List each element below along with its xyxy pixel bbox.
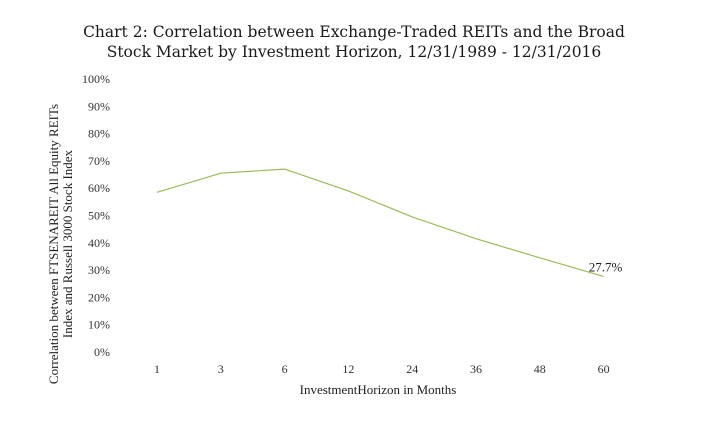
chart-title: Chart 2: Correlation between Exchange-Tr… [0,22,708,62]
y-axis-ticks: 0% 10% 20% 30% 40% 50% 60% 70% 80% 90% 100% [82,72,110,359]
x-tick-label: 36 [470,362,482,376]
x-tick-label: 60 [598,362,610,376]
y-tick-label: 90% [88,99,110,113]
x-tick-label: 3 [218,362,224,376]
x-axis-ticks: 1 3 6 12 24 36 48 60 [154,362,610,376]
chart-title-line2: Stock Market by Investment Horizon, 12/3… [106,43,602,61]
x-tick-label: 24 [406,362,418,376]
y-tick-label: 100% [82,72,110,86]
chart-title-line1: Chart 2: Correlation between Exchange-Tr… [83,23,625,41]
x-tick-label: 12 [342,362,354,376]
y-tick-label: 0% [94,345,110,359]
series-points [156,168,606,278]
y-tick-label: 10% [88,318,110,332]
data-label-last: 27.7% [589,259,623,274]
y-tick-label: 80% [88,127,110,141]
y-tick-label: 30% [88,263,110,277]
y-axis-title-line2: Index and Russell 3000 Stock Index [60,149,75,338]
y-tick-label: 50% [88,209,110,223]
y-tick-label: 70% [88,154,110,168]
x-tick-label: 6 [282,362,288,376]
y-tick-label: 20% [88,290,110,304]
x-tick-label: 1 [154,362,160,376]
x-axis-title: InvestmentHorizon in Months [300,382,457,397]
y-tick-label: 60% [88,181,110,195]
y-tick-label: 40% [88,236,110,250]
x-tick-label: 48 [534,362,546,376]
y-axis-title-line1: Correlation between FTSENAREIT All Equit… [46,104,61,384]
series-line [156,168,604,277]
y-axis-title: Correlation between FTSENAREIT All Equit… [46,104,75,384]
